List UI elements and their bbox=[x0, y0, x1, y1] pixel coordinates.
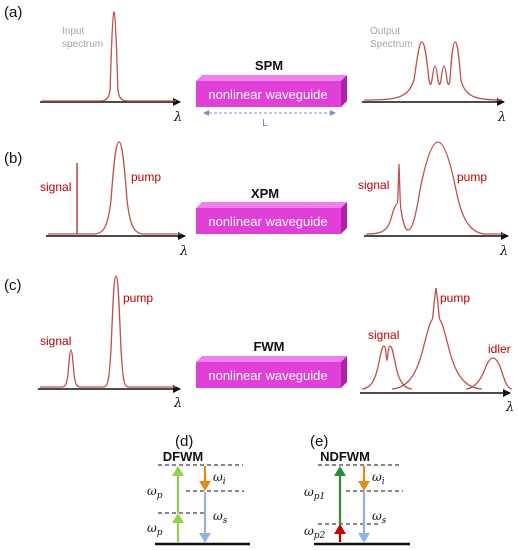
ndfwm-pump1-arrow-head bbox=[334, 466, 346, 476]
ndfwm-omega-p2-label: ωp2 bbox=[304, 524, 326, 541]
output-idler-curve-c bbox=[465, 357, 513, 390]
dfwm-omega-p-lower-label: ωp bbox=[147, 521, 163, 538]
dfwm-idler-arrow-head bbox=[199, 481, 211, 491]
output-pump-curve-c bbox=[391, 287, 483, 390]
output-curve-b bbox=[365, 141, 504, 235]
panel-c-label: (c) bbox=[4, 277, 22, 294]
pump-label-b-input: pump bbox=[131, 170, 161, 184]
ndfwm-signal-arrow-head bbox=[358, 533, 370, 543]
output-spectrum-label-line2: Spectrum bbox=[370, 39, 413, 50]
dfwm-signal-arrow-head bbox=[199, 533, 211, 543]
panel-d: (d) DFWM ωp ωp ωi ωs bbox=[147, 433, 250, 546]
waveguide-a bbox=[196, 81, 341, 107]
waveguide-a-side bbox=[341, 75, 347, 107]
output-spectrum-label-line1: Output bbox=[370, 26, 400, 37]
ndfwm-pump2-arrow-head bbox=[334, 524, 346, 534]
ndfwm-omega-i-label: ωi bbox=[372, 470, 385, 487]
input-spectrum-label-line2: spectrum bbox=[62, 39, 103, 50]
input-spectrum-curve-a bbox=[42, 11, 176, 102]
panel-c: (c) λ signal pump FWM nonlinear waveguid… bbox=[4, 275, 514, 415]
signal-label-c-input: signal bbox=[40, 334, 71, 348]
pump-label-c-input: pump bbox=[123, 291, 153, 305]
ndfwm-omega-s-label: ωs bbox=[372, 509, 387, 526]
input-curve-c bbox=[40, 275, 176, 388]
axis-lambda-b-left: λ bbox=[179, 244, 188, 259]
output-spectrum-curve-a bbox=[363, 41, 503, 101]
panel-a: (a) Input spectrum λ SPM nonlinear waveg… bbox=[4, 4, 506, 129]
fwm-title: FWM bbox=[253, 339, 284, 354]
xpm-title: XPM bbox=[251, 186, 279, 201]
waveguide-c bbox=[196, 362, 341, 388]
panel-b: (b) λ signal pump XPM nonlinear waveguid… bbox=[4, 141, 509, 259]
axis-lambda-a-right: λ bbox=[497, 110, 506, 125]
dfwm-omega-s-label: ωs bbox=[213, 509, 228, 526]
spm-title: SPM bbox=[255, 58, 283, 73]
panel-b-label: (b) bbox=[4, 150, 22, 167]
ndfwm-idler-arrow-head bbox=[358, 481, 370, 491]
signal-label-b-input: signal bbox=[40, 180, 71, 194]
waveguide-c-top bbox=[196, 356, 347, 362]
length-label: L bbox=[262, 118, 268, 129]
pump-label-c-output: pump bbox=[440, 291, 470, 305]
signal-label-c-output: signal bbox=[368, 328, 399, 342]
dfwm-omega-p-upper-label: ωp bbox=[147, 484, 163, 501]
pump-label-b-output: pump bbox=[457, 170, 487, 184]
panel-e-label: (e) bbox=[310, 433, 328, 450]
output-signal-curve-c bbox=[361, 345, 413, 390]
waveguide-c-label: nonlinear waveguide bbox=[208, 368, 327, 383]
dfwm-pump-arrow-upper-head bbox=[172, 466, 184, 476]
waveguide-a-label: nonlinear waveguide bbox=[208, 87, 327, 102]
input-pump-curve-b bbox=[48, 141, 182, 235]
waveguide-a-top bbox=[196, 75, 347, 81]
axis-lambda-b-right: λ bbox=[499, 244, 508, 259]
axis-lambda-c-left: λ bbox=[173, 396, 182, 411]
panel-d-label: (d) bbox=[175, 433, 193, 450]
axis-lambda-c-right: λ bbox=[505, 400, 514, 415]
dfwm-omega-i-label: ωi bbox=[213, 470, 226, 487]
waveguide-b bbox=[196, 208, 341, 234]
waveguide-b-top bbox=[196, 202, 347, 208]
dfwm-title: DFWM bbox=[163, 449, 203, 464]
panel-a-label: (a) bbox=[4, 4, 22, 21]
axis-lambda-a-left: λ bbox=[173, 110, 182, 125]
ndfwm-title: NDFWM bbox=[320, 449, 370, 464]
dfwm-pump-arrow-lower-head bbox=[172, 513, 184, 523]
signal-label-b-output: signal bbox=[358, 178, 389, 192]
ndfwm-omega-p1-label: ωp1 bbox=[304, 485, 325, 502]
waveguide-c-side bbox=[341, 356, 347, 388]
input-spectrum-label-line1: Input bbox=[62, 26, 84, 37]
waveguide-b-side bbox=[341, 202, 347, 234]
panel-e: (e) NDFWM ωp1 ωp2 ωi ωs bbox=[304, 433, 410, 546]
idler-label-c-output: idler bbox=[488, 342, 511, 356]
waveguide-b-label: nonlinear waveguide bbox=[208, 214, 327, 229]
